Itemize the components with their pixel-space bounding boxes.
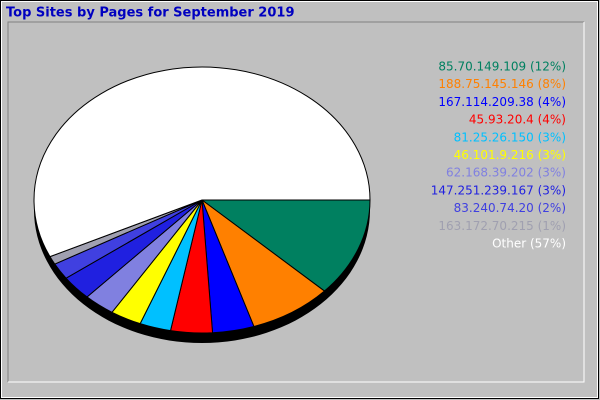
legend-entry: 85.70.149.109 (12%) [438, 60, 566, 74]
legend-entry: 188.75.145.146 (8%) [438, 77, 566, 91]
panel-edge [7, 21, 584, 382]
legend-entry: 81.25.26.150 (3%) [454, 130, 566, 144]
pie-slice [200, 199, 371, 292]
legend-entry: 147.251.239.167 (3%) [431, 183, 566, 197]
pie-slice [33, 66, 371, 258]
panel-edge [8, 22, 585, 383]
legend-entry: 167.114.209.38 (4%) [438, 95, 566, 109]
legend-entry: 62.168.39.202 (3%) [446, 166, 566, 180]
legend-entry: Other (57%) [492, 237, 566, 251]
legend-entry: 45.93.20.4 (4%) [469, 113, 566, 127]
legend-entry: 83.240.74.20 (2%) [454, 201, 566, 215]
chart-title: Top Sites by Pages for September 2019 [6, 6, 295, 21]
legend-entry: 163.172.70.215 (1%) [438, 219, 566, 233]
legend-entry: 46.101.9.216 (3%) [454, 148, 566, 162]
